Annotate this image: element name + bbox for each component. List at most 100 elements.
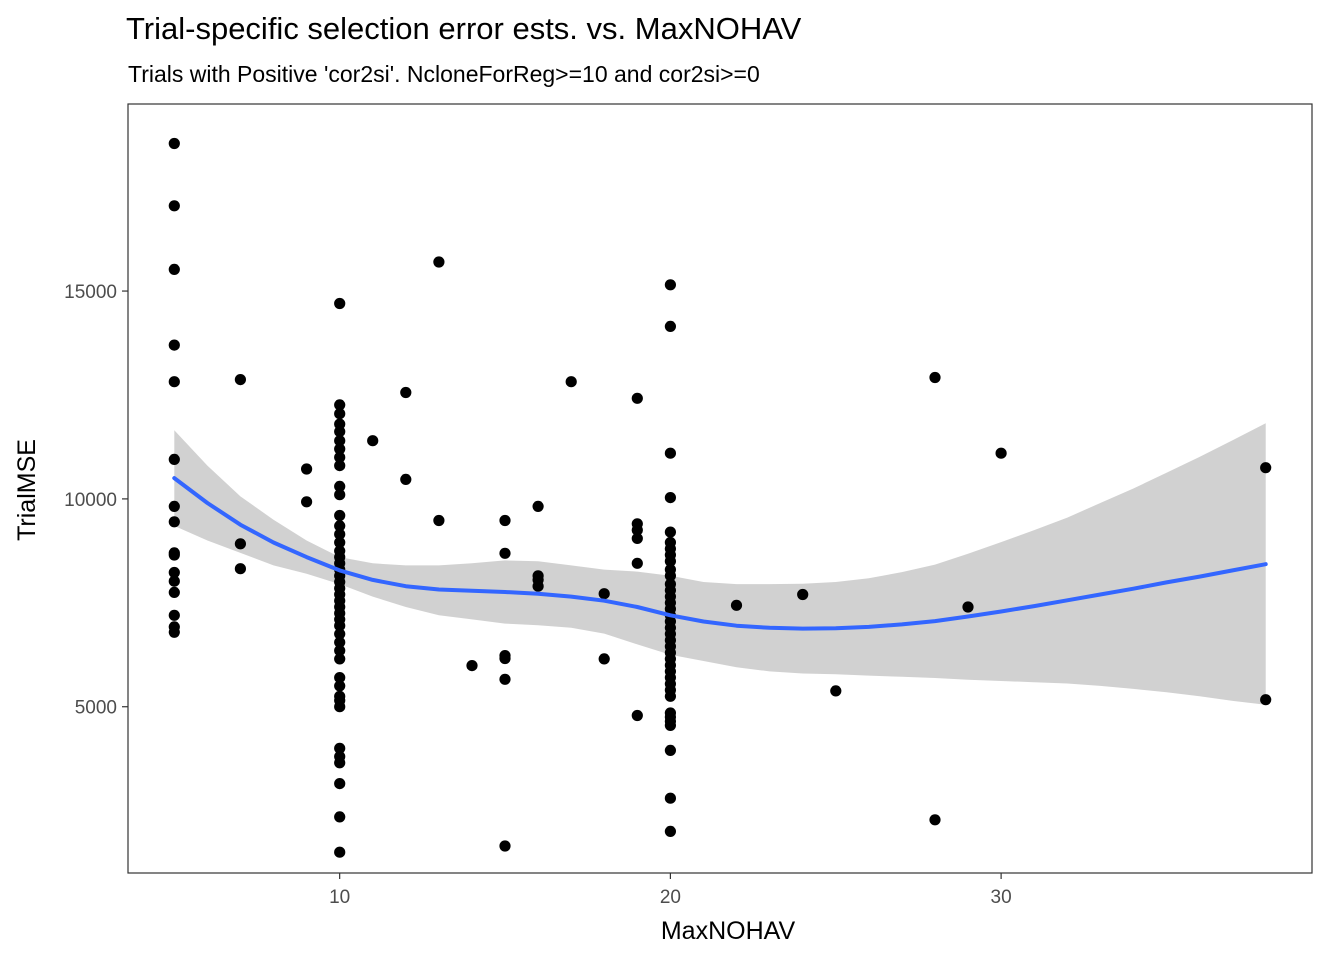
data-point [334,399,346,411]
data-point [664,526,677,538]
data-point [334,636,346,648]
data-point [334,846,346,858]
smooth-line-layer [172,476,1268,631]
data-point [631,557,643,569]
data-point [664,570,677,582]
data-point [334,701,346,713]
data-point [664,744,677,757]
data-point [664,492,677,504]
y-axis: 5000 10000 15000 [64,282,128,719]
data-point [334,672,346,684]
confidence-band-layer [174,423,1266,705]
data-point [234,563,246,575]
data-point [168,339,180,351]
data-point [400,473,412,485]
data-point [830,685,842,697]
data-point [499,840,511,852]
y-tick-label: 10000 [64,490,117,511]
data-point [334,528,346,540]
data-point [334,757,346,769]
data-point [301,463,313,475]
data-point [334,811,346,823]
data-point [168,609,180,621]
data-point [664,320,677,332]
points-layer [168,137,1272,858]
data-point [532,580,544,592]
data-point [433,256,445,268]
data-point [367,435,379,447]
data-point [168,500,180,512]
data-point [499,514,511,527]
y-tick-label: 5000 [75,698,117,719]
x-tick-label: 30 [991,887,1012,908]
x-tick-label: 10 [329,887,350,908]
data-point [499,547,511,559]
data-point [168,200,180,212]
x-axis: 10 20 30 [329,873,1012,908]
data-point [1260,694,1272,706]
data-point [168,549,180,561]
y-axis-title: TrialMSE [13,439,41,541]
data-point [929,371,941,384]
data-point [334,653,346,665]
data-point [400,386,412,399]
data-point [532,500,544,512]
data-point [168,376,180,388]
data-point [334,645,346,657]
data-point [631,709,643,722]
data-point [664,447,677,459]
data-point [334,460,346,472]
data-point [929,814,941,826]
smooth-line [172,476,1268,631]
data-point [334,742,346,754]
x-tick-label: 20 [660,887,681,908]
data-point [598,653,610,665]
data-point [168,453,180,465]
x-axis-title: MaxNOHAV [661,917,796,945]
data-point [962,601,974,613]
data-point [995,447,1007,459]
data-point [730,599,743,611]
data-point [334,620,346,632]
data-point [565,376,577,388]
data-point [499,673,511,685]
data-point [664,792,677,804]
data-point [664,690,677,702]
data-point [334,536,346,549]
data-point [334,426,346,438]
data-point [168,516,180,528]
data-point [664,825,677,838]
data-point [334,520,346,532]
data-point [334,489,346,501]
data-point [168,586,180,599]
data-point [797,588,809,601]
data-point [334,628,346,640]
chart-subtitle: Trials with Positive 'cor2si'. NcloneFor… [128,61,760,87]
data-point [168,263,180,275]
data-point [334,509,346,522]
data-point [466,660,478,672]
data-point [334,480,346,492]
data-point [664,719,677,732]
data-point [234,538,246,550]
data-point [334,778,346,790]
confidence-band [174,423,1266,705]
data-point [334,408,346,420]
data-point [598,588,610,600]
data-point [168,566,180,579]
data-point [631,392,643,404]
data-point [664,279,677,291]
data-point [301,496,313,508]
data-point [499,652,511,665]
data-point [631,532,643,545]
data-point [334,443,346,455]
data-point [334,297,346,310]
data-point [168,575,180,587]
panel-border [127,103,1313,874]
data-point [168,626,180,638]
data-point [334,451,346,463]
data-point [334,680,346,692]
y-tick-label: 15000 [64,282,117,303]
data-point [631,524,643,536]
